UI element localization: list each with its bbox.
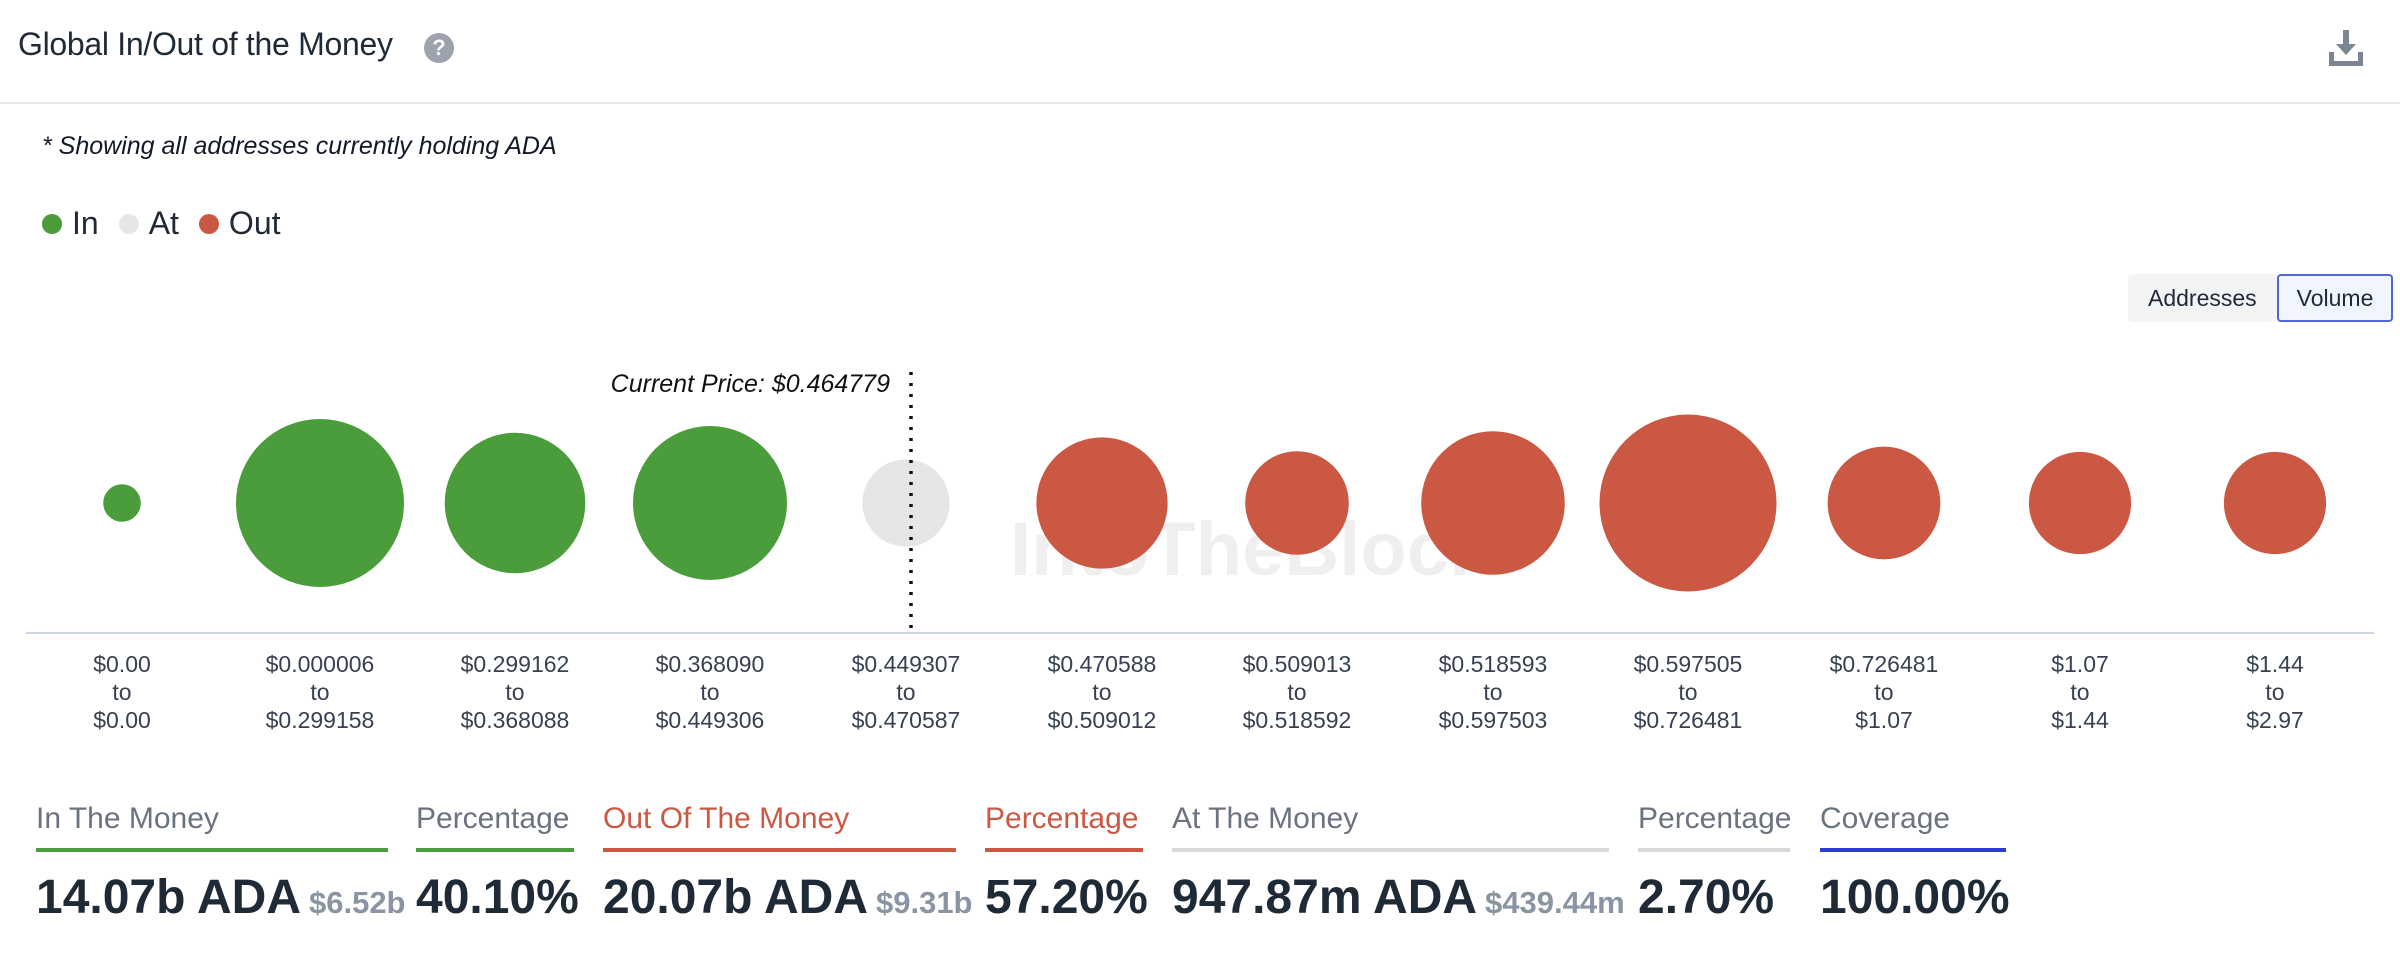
tick-label-0-2: $0.00 (93, 707, 151, 733)
volume-button[interactable]: Volume (2276, 274, 2394, 322)
stat-in-percentage: Percentage 40.10% (416, 800, 579, 925)
tick-label-1-0: $0.000006 (266, 651, 375, 677)
tick-label-5-2: $0.509012 (1048, 707, 1157, 733)
legend-label-at: At (148, 205, 179, 241)
bubble-8[interactable] (1599, 414, 1777, 592)
stat-coverage: Coverage 100.00% (1820, 800, 2010, 925)
stat-at-the-money: At The Money 947.87m ADA $439.44m (1172, 800, 1625, 925)
stat-out-of-the-money: Out Of The Money 20.07b ADA $9.31b (603, 800, 973, 925)
stat-label: Percentage (416, 800, 574, 852)
bubble-1[interactable] (236, 419, 404, 587)
stat-value: 100.00% (1820, 870, 2010, 925)
stat-value-main: 14.07b ADA (36, 871, 301, 924)
stat-at-percentage: Percentage 2.70% (1638, 800, 1791, 925)
download-icon[interactable] (2326, 28, 2366, 68)
stat-value-main: 40.10% (416, 871, 579, 924)
tick-label-1-2: $0.299158 (266, 707, 375, 733)
stat-value-usd: $6.52b (308, 885, 406, 920)
stat-value-main: 57.20% (985, 871, 1148, 924)
metric-toggle: Addresses Volume (2128, 274, 2394, 322)
legend-item-out[interactable]: Out (198, 205, 281, 242)
tick-label-4-1: to (896, 679, 915, 705)
stat-label: Percentage (985, 800, 1143, 852)
bubble-11[interactable] (2223, 451, 2327, 555)
tick-label-8-1: to (1678, 679, 1697, 705)
legend-label-out: Out (228, 205, 281, 241)
bubble-2[interactable] (444, 432, 586, 574)
bubble-3[interactable] (633, 426, 787, 580)
tick-label-10-2: $1.44 (2051, 707, 2109, 733)
bubble-4[interactable] (862, 459, 950, 547)
bubble-10[interactable] (2028, 451, 2132, 555)
tick-label-2-0: $0.299162 (461, 651, 570, 677)
stat-in-the-money: In The Money 14.07b ADA $6.52b (36, 800, 406, 925)
tick-label-3-0: $0.368090 (656, 651, 765, 677)
bubble-chart: IntoTheBlock$0.00to$0.00$0.000006to$0.29… (26, 370, 2374, 733)
tick-label-9-2: $1.07 (1855, 707, 1913, 733)
holding-note: * Showing all addresses currently holdin… (42, 132, 557, 160)
legend-dot-out (198, 213, 219, 234)
tick-label-5-0: $0.470588 (1048, 651, 1157, 677)
stat-value-usd: $9.31b (875, 885, 973, 920)
bubble-0[interactable] (103, 484, 141, 522)
stat-label: At The Money (1172, 800, 1609, 852)
tick-label-2-2: $0.368088 (461, 707, 570, 733)
tick-label-8-0: $0.597505 (1634, 651, 1743, 677)
bubble-7[interactable] (1421, 431, 1565, 575)
header: Global In/Out of the Money ? (0, 0, 2400, 104)
tick-label-9-0: $0.726481 (1830, 651, 1939, 677)
legend-item-in[interactable]: In (42, 205, 99, 242)
stat-value-main: 20.07b ADA (603, 871, 868, 924)
tick-label-11-1: to (2265, 679, 2284, 705)
legend-dot-in (42, 213, 62, 234)
tick-label-11-0: $1.44 (2246, 651, 2304, 677)
page-title: Global In/Out of the Money (18, 26, 393, 62)
tick-label-2-1: to (505, 679, 524, 705)
legend-label-in: In (72, 205, 99, 241)
tick-label-6-0: $0.509013 (1243, 651, 1352, 677)
stat-value-usd: $439.44m (1485, 885, 1625, 920)
stat-label: Percentage (1638, 800, 1791, 852)
bubble-5[interactable] (1036, 437, 1168, 569)
stat-value-main: 2.70% (1638, 871, 1775, 924)
tick-label-4-0: $0.449307 (852, 651, 961, 677)
tick-label-5-1: to (1092, 679, 1111, 705)
stat-value: 40.10% (416, 870, 579, 925)
tick-label-7-0: $0.518593 (1439, 651, 1548, 677)
tick-label-0-0: $0.00 (93, 651, 151, 677)
tick-label-6-2: $0.518592 (1243, 707, 1352, 733)
current-price-label: Current Price: $0.464779 (611, 370, 890, 398)
addresses-button[interactable]: Addresses (2128, 274, 2277, 322)
stat-value: 2.70% (1638, 870, 1790, 925)
stat-value: 57.20% (985, 870, 1148, 925)
stat-label: In The Money (36, 800, 388, 852)
tick-label-8-2: $0.726481 (1634, 707, 1743, 733)
tick-label-7-1: to (1483, 679, 1502, 705)
tick-label-1-1: to (310, 679, 329, 705)
bubble-9[interactable] (1827, 446, 1941, 560)
tick-label-3-1: to (700, 679, 719, 705)
stat-value: 947.87m ADA $439.44m (1172, 870, 1625, 925)
stat-value-main: 947.87m ADA (1172, 871, 1478, 924)
stat-value-main: 100.00% (1820, 871, 2010, 924)
legend-dot-at (118, 213, 139, 234)
tick-label-10-1: to (2070, 679, 2089, 705)
question-circle-icon[interactable]: ? (424, 33, 454, 63)
tick-label-9-1: to (1874, 679, 1893, 705)
tick-label-6-1: to (1287, 679, 1306, 705)
tick-label-7-2: $0.597503 (1439, 707, 1548, 733)
tick-label-0-1: to (112, 679, 131, 705)
stat-out-percentage: Percentage 57.20% (985, 800, 1148, 925)
stat-label: Out Of The Money (603, 800, 956, 852)
legend-item-at[interactable]: At (118, 205, 179, 242)
tick-label-11-2: $2.97 (2246, 707, 2304, 733)
tick-label-3-2: $0.449306 (656, 707, 765, 733)
legend: In At Out (42, 205, 301, 242)
stat-value: 20.07b ADA $9.31b (603, 870, 973, 925)
stat-label: Coverage (1820, 800, 2006, 852)
tick-label-4-2: $0.470587 (852, 707, 961, 733)
stat-value: 14.07b ADA $6.52b (36, 870, 406, 925)
tick-label-10-0: $1.07 (2051, 651, 2109, 677)
bubble-6[interactable] (1245, 451, 1349, 555)
